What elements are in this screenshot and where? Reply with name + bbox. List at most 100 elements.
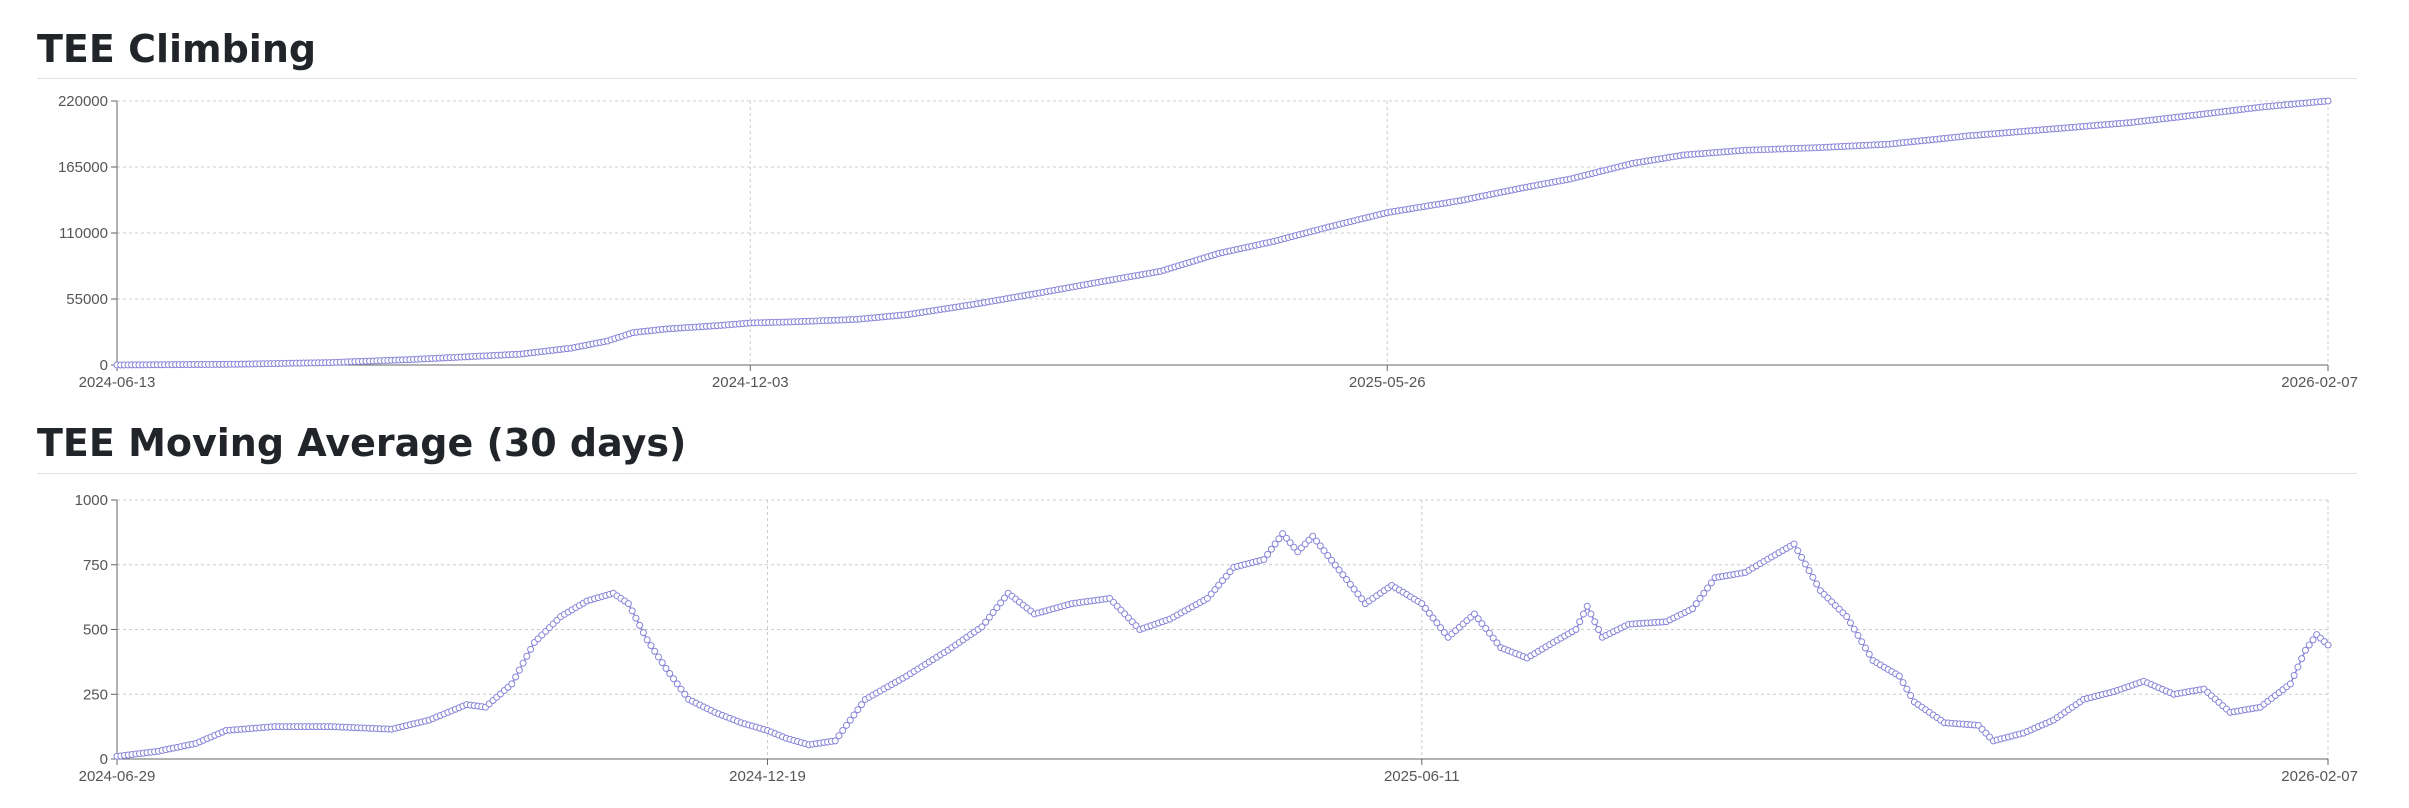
tee-moving-average-point — [1000, 594, 1008, 602]
tee-moving-average-point — [624, 600, 632, 608]
tee-climbing-point — [2324, 97, 2332, 105]
tee-moving-average-point — [1700, 589, 1708, 597]
tee-moving-average-point — [519, 659, 527, 667]
tee-moving-average-point — [1813, 580, 1821, 588]
tee-moving-average-point — [1865, 650, 1873, 658]
tee-moving-average-point — [1861, 644, 1869, 652]
tee-moving-average-point — [670, 675, 678, 683]
tee-moving-average-point — [1587, 610, 1595, 618]
tee-moving-average-point — [523, 652, 531, 660]
tee-moving-average-point — [1579, 610, 1587, 618]
tee-climbing-xtick-label-0: 2024-06-13 — [79, 374, 156, 391]
tee-moving-average-point — [651, 647, 659, 655]
tee-moving-average-point — [1279, 530, 1287, 538]
tee-moving-average-point — [2305, 641, 2313, 649]
tee-moving-average-point — [1422, 604, 1430, 612]
tee-moving-average-point — [2309, 636, 2317, 644]
tee-moving-average-point — [1215, 581, 1223, 589]
tee-moving-average-point — [1290, 543, 1298, 551]
tee-moving-average-point — [1850, 625, 1858, 633]
tee-moving-average-point — [1433, 619, 1441, 627]
tee-climbing-series-0 — [113, 97, 2332, 369]
tee-moving-average-point — [632, 614, 640, 622]
tee-moving-average-point — [643, 636, 651, 644]
tee-moving-average-xtick-label-3: 2026-02-07 — [2281, 768, 2358, 785]
tee-moving-average-point — [1470, 610, 1478, 618]
tee-moving-average-point — [1805, 567, 1813, 575]
tee-moving-average-point — [1203, 594, 1211, 602]
tee-moving-average-point — [1350, 585, 1358, 593]
tee-moving-average-point — [1689, 605, 1697, 613]
tee-moving-average-point — [1264, 550, 1272, 558]
tee-moving-average-point — [1271, 540, 1279, 548]
tee-moving-average-point — [1809, 573, 1817, 581]
tee-moving-average-point — [512, 673, 520, 681]
tee-moving-average-point — [1335, 566, 1343, 574]
tee-moving-average-point — [1358, 595, 1366, 603]
tee-moving-average-ytick-label-0: 0 — [100, 751, 108, 768]
tee-moving-average-point — [636, 621, 644, 629]
tee-climbing-ytick-label-1: 55000 — [66, 291, 108, 308]
tee-moving-average-point — [1275, 535, 1283, 543]
tee-moving-average-xtick-label-2: 2025-06-11 — [1384, 768, 1460, 785]
tee-moving-average-point — [1316, 542, 1324, 550]
tee-moving-average-point — [508, 680, 516, 688]
tee-moving-average-point — [1899, 679, 1907, 687]
tee-moving-average-ytick-label-1: 250 — [83, 686, 108, 703]
tee-climbing-chart: 0 55000 110000 165000 220000 2024-06-13 2024-1… — [58, 93, 2358, 391]
tee-moving-average-point — [1903, 685, 1911, 693]
tee-moving-average-point — [1485, 629, 1493, 637]
tee-moving-average-point — [1207, 590, 1215, 598]
tee-moving-average-point — [1429, 614, 1437, 622]
tee-moving-average-point — [1309, 532, 1317, 540]
tee-moving-average-point — [993, 604, 1001, 612]
tee-moving-average-point — [662, 664, 670, 672]
tee-moving-average-point — [1313, 537, 1321, 545]
tee-moving-average-point — [831, 737, 839, 745]
tee-moving-average-point — [2294, 663, 2302, 671]
tee-moving-average-point — [1354, 590, 1362, 598]
tee-moving-average-point — [1324, 552, 1332, 559]
tee-moving-average-point — [1478, 620, 1486, 628]
tee-climbing-xtick-label-3: 2026-02-07 — [2281, 374, 2358, 391]
tee-moving-average-point — [1489, 634, 1497, 642]
tee-moving-average-point — [681, 690, 689, 698]
tee-moving-average-point — [2290, 671, 2298, 679]
tee-moving-average-point — [1798, 553, 1806, 561]
tee-moving-average-point — [1692, 600, 1700, 608]
tee-moving-average-point — [628, 607, 636, 615]
tee-moving-average-point — [658, 659, 666, 667]
tee-moving-average-point — [835, 732, 843, 740]
tee-moving-average-point — [2301, 646, 2309, 654]
tee-moving-average-point — [639, 629, 647, 637]
tee-moving-average-point — [1219, 577, 1226, 585]
tee-moving-average-point — [654, 653, 662, 661]
tee-climbing-ytick-label-3: 165000 — [58, 159, 108, 176]
tee-moving-average-point — [850, 711, 858, 719]
tee-moving-average-point — [666, 670, 674, 678]
tee-moving-average-point — [647, 642, 655, 650]
tee-climbing-ytick-label-0: 0 — [100, 357, 108, 374]
tee-moving-average-point — [1440, 628, 1448, 636]
tee-moving-average-point — [1226, 568, 1234, 576]
tee-moving-average-point — [527, 645, 535, 653]
tee-moving-average-point — [1576, 618, 1584, 626]
tee-moving-average-point — [1595, 626, 1603, 633]
tee-moving-average-point — [1339, 571, 1347, 579]
tee-moving-average-point — [1222, 572, 1230, 580]
tee-moving-average-point — [1895, 672, 1903, 680]
tee-moving-average-point — [1572, 626, 1580, 633]
tee-moving-average-point — [989, 608, 997, 616]
tee-moving-average-point — [842, 721, 850, 729]
tee-moving-average-point — [1843, 613, 1851, 621]
tee-moving-average-point — [1696, 594, 1704, 602]
tee-moving-average-point — [2286, 680, 2294, 688]
tee-moving-average-point — [1846, 619, 1854, 627]
tee-moving-average-xtick-label-1: 2024-12-19 — [729, 768, 806, 785]
tee-moving-average-point — [1418, 600, 1426, 608]
tee-moving-average-point — [1707, 579, 1715, 587]
tee-moving-average-point — [2298, 655, 2306, 663]
tee-moving-average-title: TEE Moving Average (30 days) — [37, 421, 687, 465]
tee-moving-average-ytick-label-3: 750 — [83, 557, 108, 574]
tee-moving-average-point — [1907, 692, 1915, 700]
